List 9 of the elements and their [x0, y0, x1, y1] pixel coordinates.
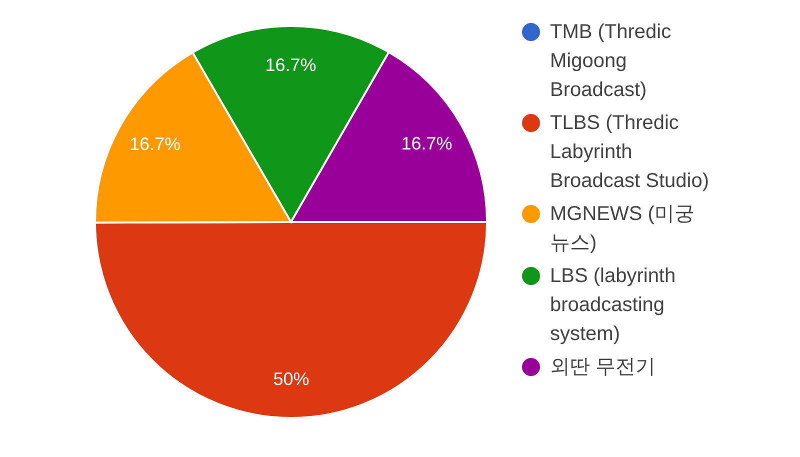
data-label: 16.7%	[265, 55, 316, 76]
data-label: 16.7%	[401, 134, 452, 154]
data-label: 50%	[273, 368, 310, 389]
legend-label: LBS (labyrinth broadcasting system)	[550, 264, 677, 347]
legend-label: TMB (Thredic Migoong Broadcast)	[550, 20, 672, 103]
data-label: 16.7%	[129, 134, 181, 154]
legend-label: TLBS (Thredic Labyrinth Broadcast Studio)	[550, 111, 710, 194]
legend-label: 외딴 무전기	[550, 355, 656, 380]
legend-label: MGNEWS (미궁뉴스)	[550, 202, 696, 256]
